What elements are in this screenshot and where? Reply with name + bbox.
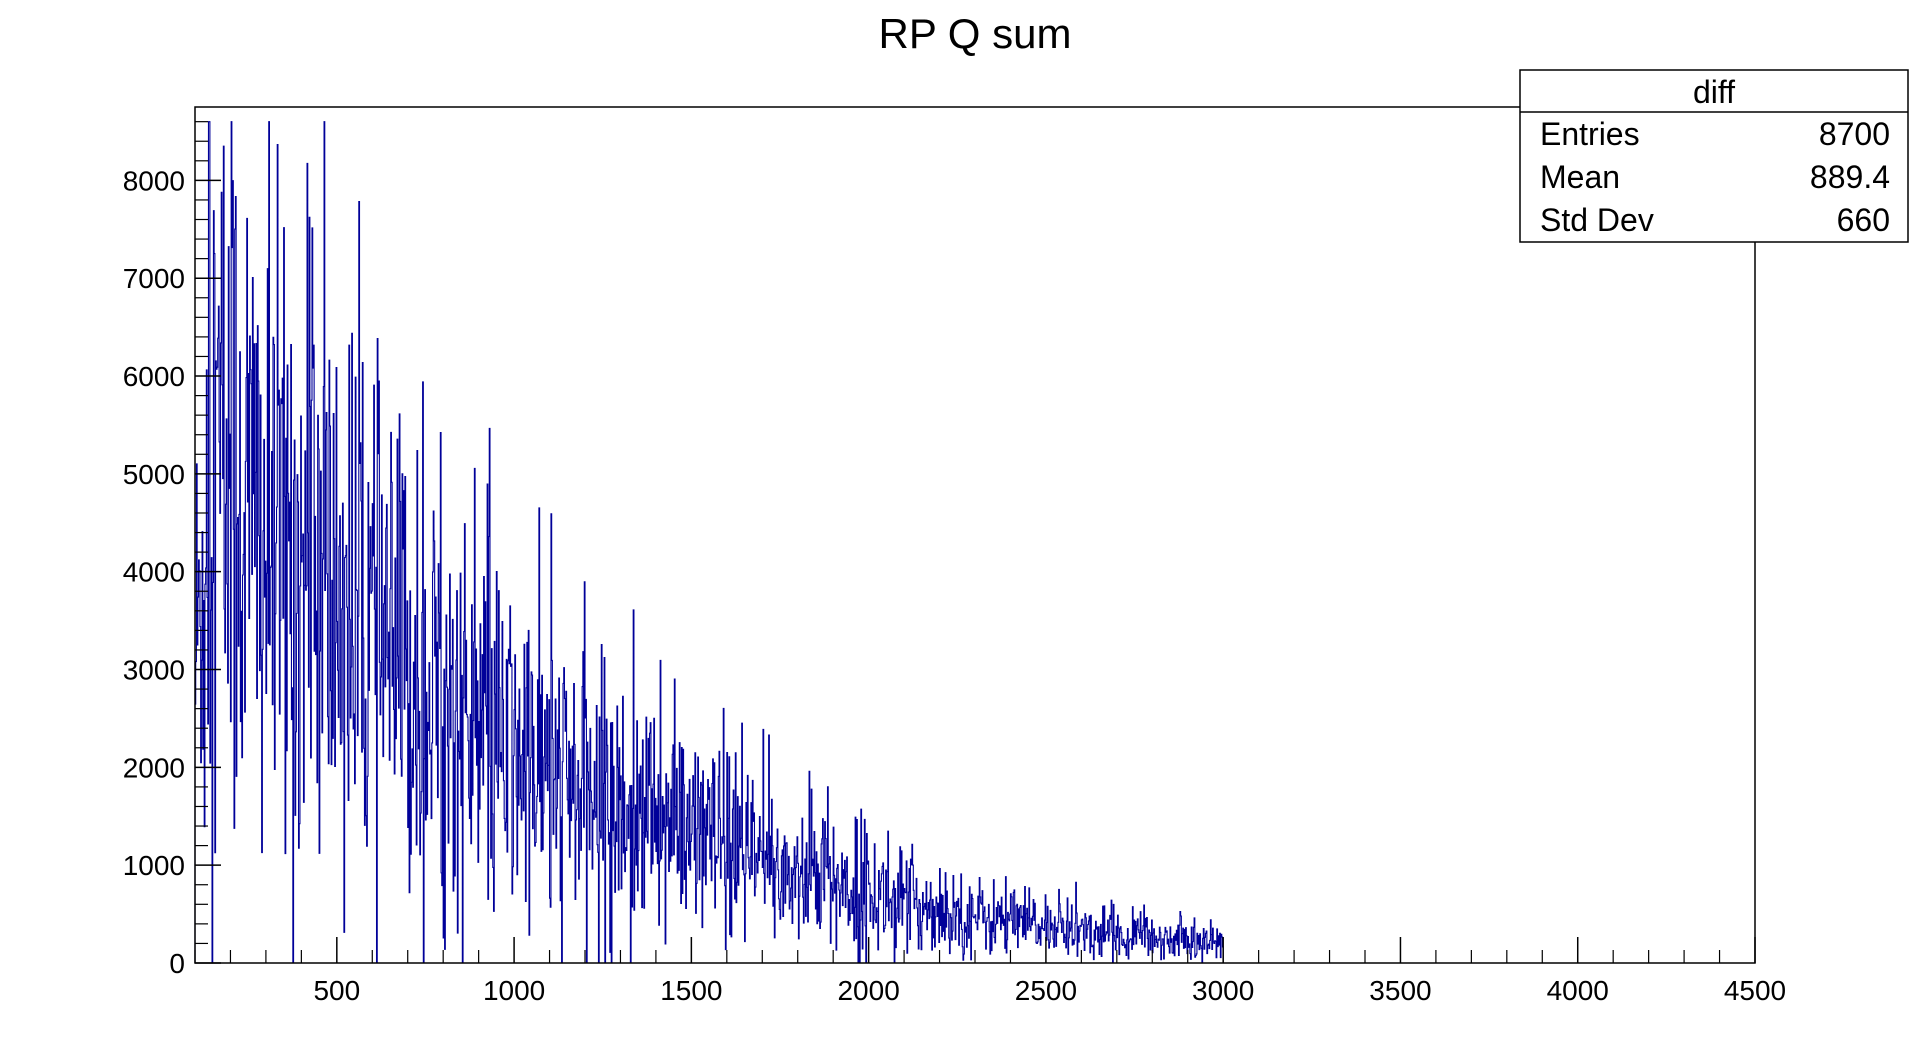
histogram-bars <box>194 121 1224 964</box>
y-tick-label: 0 <box>169 948 185 979</box>
x-tick-label: 1500 <box>660 975 722 1006</box>
stats-mean-label: Mean <box>1540 159 1620 195</box>
x-tick-label: 2000 <box>837 975 899 1006</box>
stats-stddev-label: Std Dev <box>1540 202 1654 238</box>
y-tick-label: 7000 <box>123 263 185 294</box>
x-tick-label: 4500 <box>1724 975 1786 1006</box>
y-tick-label: 8000 <box>123 165 185 196</box>
x-tick-label: 2500 <box>1015 975 1077 1006</box>
stats-stddev-value: 660 <box>1837 202 1890 238</box>
x-tick-label: 3500 <box>1369 975 1431 1006</box>
stats-box-name: diff <box>1693 74 1735 110</box>
plot-frame <box>194 106 1756 964</box>
y-tick-label: 6000 <box>123 361 185 392</box>
y-tick-label: 3000 <box>123 655 185 686</box>
stats-box-frame <box>1519 69 1909 243</box>
axes: 500 1000 1500 2000 2500 3000 3500 4000 4500 0 1000… <box>123 121 1786 1006</box>
x-tick-label: 3000 <box>1192 975 1254 1006</box>
x-tick-label: 500 <box>313 975 360 1006</box>
x-tick-label: 1000 <box>483 975 545 1006</box>
x-tick-label: 4000 <box>1547 975 1609 1006</box>
y-tick-label: 1000 <box>123 850 185 881</box>
y-tick-label: 4000 <box>123 557 185 588</box>
histogram-line <box>194 121 1224 964</box>
stats-entries-value: 8700 <box>1819 116 1890 152</box>
stats-box: diff Entries 8700 Mean 889.4 Std Dev 660 <box>1519 69 1909 243</box>
stats-mean-value: 889.4 <box>1810 159 1890 195</box>
stats-entries-label: Entries <box>1540 116 1640 152</box>
y-tick-label: 5000 <box>123 459 185 490</box>
y-tick-label: 2000 <box>123 752 185 783</box>
chart-title: RP Q sum <box>879 10 1072 57</box>
